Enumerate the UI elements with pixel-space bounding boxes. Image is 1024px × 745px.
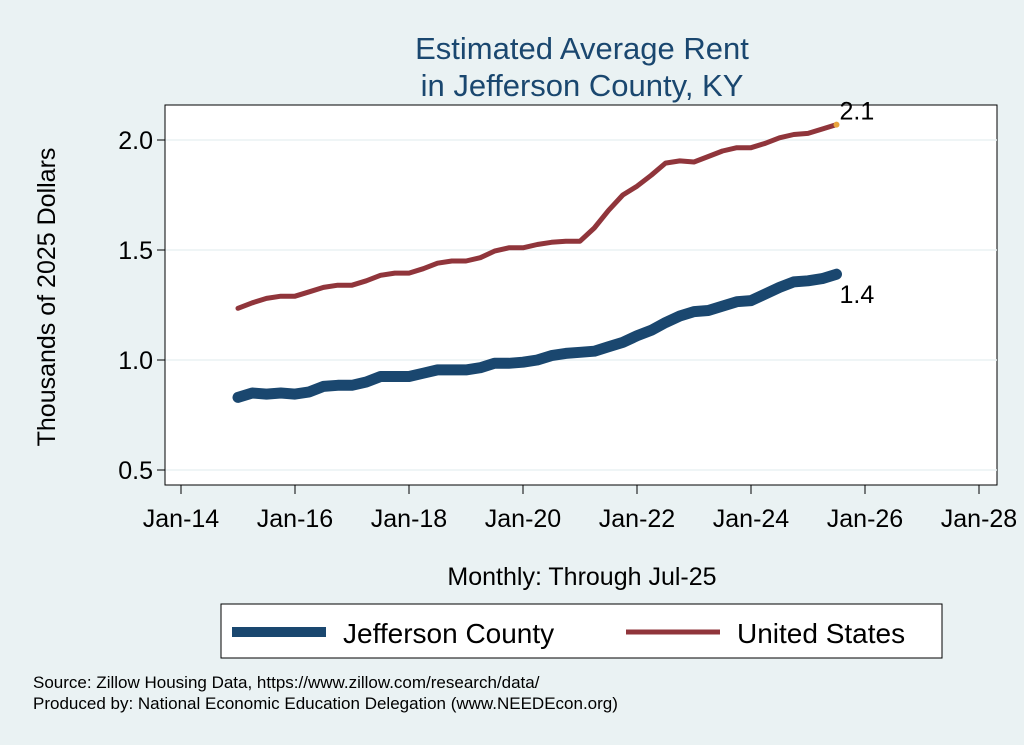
end-labels: 2.1 1.4 bbox=[833, 98, 875, 309]
chart-title-line-1: Estimated Average Rent bbox=[415, 31, 749, 66]
legend-label-jefferson-county: Jefferson County bbox=[343, 618, 554, 649]
series-line-united-states bbox=[235, 122, 839, 311]
series-line-jefferson-county bbox=[232, 268, 842, 403]
chart-title-line-2: in Jefferson County, KY bbox=[421, 68, 744, 103]
y-tick-label: 1.0 bbox=[118, 347, 153, 375]
x-tick-label: Jan-26 bbox=[827, 505, 903, 533]
x-tick-label: Jan-14 bbox=[143, 505, 220, 533]
y-tick-label: 2.0 bbox=[118, 127, 153, 155]
gridlines bbox=[165, 139, 997, 471]
united-states-end-marker bbox=[833, 121, 840, 128]
legend: Jefferson County United States bbox=[220, 603, 943, 659]
legend-box bbox=[220, 603, 943, 659]
jefferson-county-end-label: 1.4 bbox=[840, 281, 875, 309]
x-tick-label: Jan-22 bbox=[599, 505, 675, 533]
x-tick-label: Jan-20 bbox=[485, 505, 561, 533]
y-tick-label: 0.5 bbox=[118, 457, 153, 485]
source-line: Source: Zillow Housing Data, https://www… bbox=[33, 673, 540, 692]
produced-by-line: Produced by: National Economic Education… bbox=[33, 694, 618, 713]
y-tick-label: 1.5 bbox=[118, 237, 153, 265]
y-axis-title: Thousands of 2025 Dollars bbox=[33, 148, 61, 447]
series-lines bbox=[232, 122, 842, 403]
x-tick-label: Jan-24 bbox=[713, 505, 790, 533]
x-tick-label: Jan-28 bbox=[941, 505, 1017, 533]
y-axis: 0.5 1.0 1.5 2.0 bbox=[118, 105, 166, 485]
x-tick-label: Jan-16 bbox=[257, 505, 333, 533]
x-tick-label: Jan-18 bbox=[371, 505, 447, 533]
united-states-end-label: 2.1 bbox=[840, 98, 875, 126]
x-axis-title: Monthly: Through Jul-25 bbox=[447, 563, 716, 591]
x-axis: Jan-14 Jan-16 Jan-18 Jan-20 Jan-22 Jan-24 Jan-… bbox=[143, 484, 1017, 533]
legend-label-united-states: United States bbox=[737, 618, 905, 649]
